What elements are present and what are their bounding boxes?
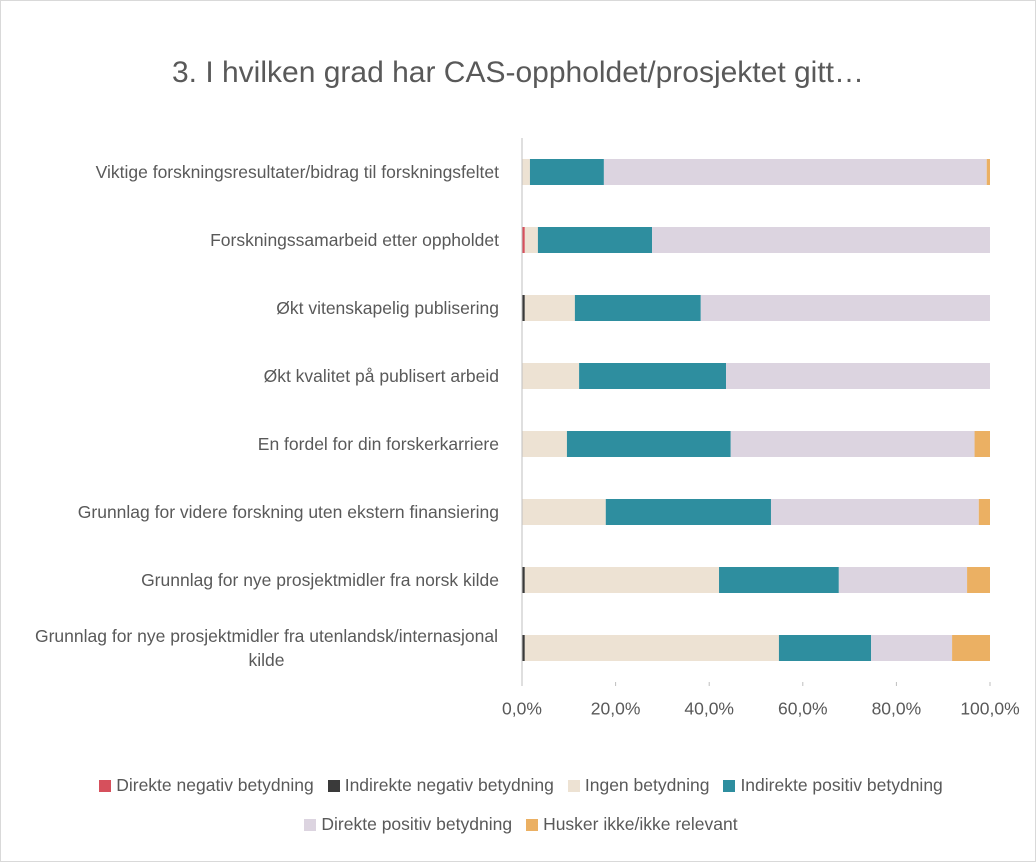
bar-segment xyxy=(522,295,525,321)
bar-segment xyxy=(730,431,975,457)
y-tick-label: Grunnlag for nye prosjektmidler fra uten… xyxy=(34,626,499,670)
bar-segment xyxy=(524,227,538,253)
legend-swatch xyxy=(723,779,736,792)
legend-label: Husker ikke/ikke relevant xyxy=(543,814,738,834)
bar-segment xyxy=(967,567,990,593)
bar-segment xyxy=(522,159,530,185)
bar-segment xyxy=(952,635,990,661)
category-label-box: Grunnlag for videre forskning uten ekste… xyxy=(78,478,499,546)
y-tick-label: Økt kvalitet på publisert arbeid xyxy=(263,366,499,386)
legend-item: Husker ikke/ikke relevant xyxy=(526,814,738,835)
bar-segment xyxy=(522,499,606,525)
bar-segment xyxy=(522,363,580,389)
legend-item: Ingen betydning xyxy=(567,775,710,796)
bar-segment xyxy=(974,431,990,457)
x-tick-label: 60,0% xyxy=(778,699,828,719)
x-tick-label: 40,0% xyxy=(684,699,734,719)
legend-swatch xyxy=(304,818,317,831)
category-label-box: En fordel for din forskerkarriere xyxy=(258,410,499,478)
bar-segment xyxy=(871,635,953,661)
y-tick-label: Grunnlag for videre forskning uten ekste… xyxy=(77,502,499,522)
bar-segment xyxy=(566,431,731,457)
x-tick-label: 80,0% xyxy=(872,699,922,719)
legend-swatch xyxy=(327,779,340,792)
legend-label: Direkte positiv betydning xyxy=(321,814,513,834)
bar-segment xyxy=(524,635,779,661)
bar-segment xyxy=(579,363,727,389)
x-tick-label: 20,0% xyxy=(591,699,641,719)
bar-segment xyxy=(770,499,979,525)
y-tick-label: En fordel for din forskerkarriere xyxy=(257,434,499,454)
legend-label: Indirekte positiv betydning xyxy=(740,775,943,795)
y-tick-label: Økt vitenskapelig publisering xyxy=(276,298,499,318)
bar-segment xyxy=(522,635,525,661)
legend-swatch xyxy=(526,818,539,831)
x-tick-label: 0,0% xyxy=(502,699,542,719)
bar-segment xyxy=(978,499,990,525)
legend-item: Direkte negativ betydning xyxy=(99,775,314,796)
bar-segment xyxy=(522,567,525,593)
bar-segment xyxy=(986,159,990,185)
bar-segment xyxy=(529,159,604,185)
legend-item: Direkte positiv betydning xyxy=(304,814,512,835)
category-label-box: Grunnlag for nye prosjektmidler fra uten… xyxy=(34,614,499,682)
y-tick-label: Grunnlag for nye prosjektmidler fra nors… xyxy=(141,570,499,590)
legend-label: Ingen betydning xyxy=(584,775,710,795)
y-tick-label: Viktige forskningsresultater/bidrag til … xyxy=(95,162,499,182)
bar-segment xyxy=(726,363,990,389)
category-label-box: Økt vitenskapelig publisering xyxy=(276,274,499,342)
bar-segment xyxy=(605,499,771,525)
bar-segment xyxy=(719,567,839,593)
category-label-box: Viktige forskningsresultater/bidrag til … xyxy=(96,138,499,206)
bar-segment xyxy=(838,567,968,593)
chart-title: 3. I hvilken grad har CAS-oppholdet/pros… xyxy=(172,56,864,89)
y-tick-label: Forskningssamarbeid etter oppholdet xyxy=(210,230,499,250)
category-label-box: Grunnlag for nye prosjektmidler fra nors… xyxy=(141,546,499,614)
bar-segment xyxy=(524,295,575,321)
bar-segment xyxy=(522,431,567,457)
legend-swatch xyxy=(567,779,580,792)
legend-swatch xyxy=(99,779,112,792)
bar-segment xyxy=(778,635,872,661)
bar-segment xyxy=(700,295,990,321)
category-label-box: Økt kvalitet på publisert arbeid xyxy=(264,342,499,410)
bar-segment xyxy=(524,567,720,593)
bar-segment xyxy=(537,227,653,253)
legend-label: Direkte negativ betydning xyxy=(116,775,314,795)
legend-item: Indirekte positiv betydning xyxy=(723,775,943,796)
bar-segment xyxy=(603,159,987,185)
x-tick-label: 100,0% xyxy=(960,699,1019,719)
legend-item: Indirekte negativ betydning xyxy=(327,775,554,796)
legend: Direkte negativ betydning Indirekte negat… xyxy=(91,775,951,835)
category-label-box: Forskningssamarbeid etter oppholdet xyxy=(210,206,499,274)
bar-segment xyxy=(574,295,701,321)
bar-segment xyxy=(522,227,525,253)
legend-label: Indirekte negativ betydning xyxy=(344,775,554,795)
bar-segment xyxy=(652,227,990,253)
